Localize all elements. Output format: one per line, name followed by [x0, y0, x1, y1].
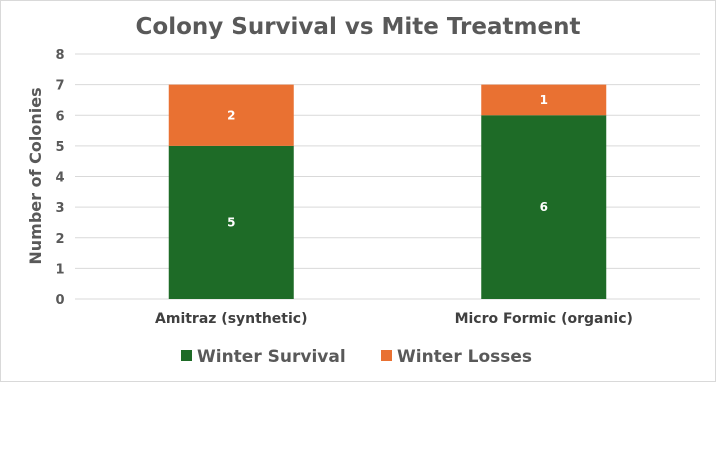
x-axis-categories: Amitraz (synthetic) Micro Formic (organic…	[155, 311, 633, 327]
bar-segment	[168, 145, 294, 299]
y-tick-label: 8	[55, 48, 64, 63]
y-tick-label: 7	[55, 79, 64, 94]
category-label: Amitraz (synthetic)	[155, 311, 307, 327]
data-label: 2	[227, 108, 235, 122]
y-tick-label: 1	[55, 262, 64, 277]
legend: Winter Survival Winter Losses	[181, 347, 532, 367]
y-tick-label: 3	[55, 201, 64, 216]
chart-title: Colony Survival vs Mite Treatment	[136, 14, 581, 40]
y-axis-label: Number of Colonies	[26, 87, 45, 264]
data-label: 6	[540, 200, 548, 214]
data-label: 5	[227, 215, 235, 229]
bar-segment	[168, 84, 294, 146]
y-tick-label: 2	[55, 232, 64, 247]
y-tick-label: 5	[55, 140, 64, 155]
y-tick-label: 0	[55, 293, 64, 308]
legend-swatch	[381, 350, 392, 361]
y-tick-label: 4	[55, 171, 64, 186]
y-tick-label: 6	[55, 109, 64, 124]
y-axis-ticks: 0 1 2 3 4 5 6 7 8	[55, 48, 64, 308]
bars: 5 2 6 1	[168, 84, 607, 299]
legend-label: Winter Survival	[197, 347, 346, 367]
bar-segment	[481, 115, 607, 299]
legend-swatch	[181, 350, 192, 361]
legend-label: Winter Losses	[397, 347, 532, 367]
category-label: Micro Formic (organic)	[455, 311, 633, 327]
bar-segment	[481, 84, 607, 116]
data-label: 1	[540, 93, 548, 107]
